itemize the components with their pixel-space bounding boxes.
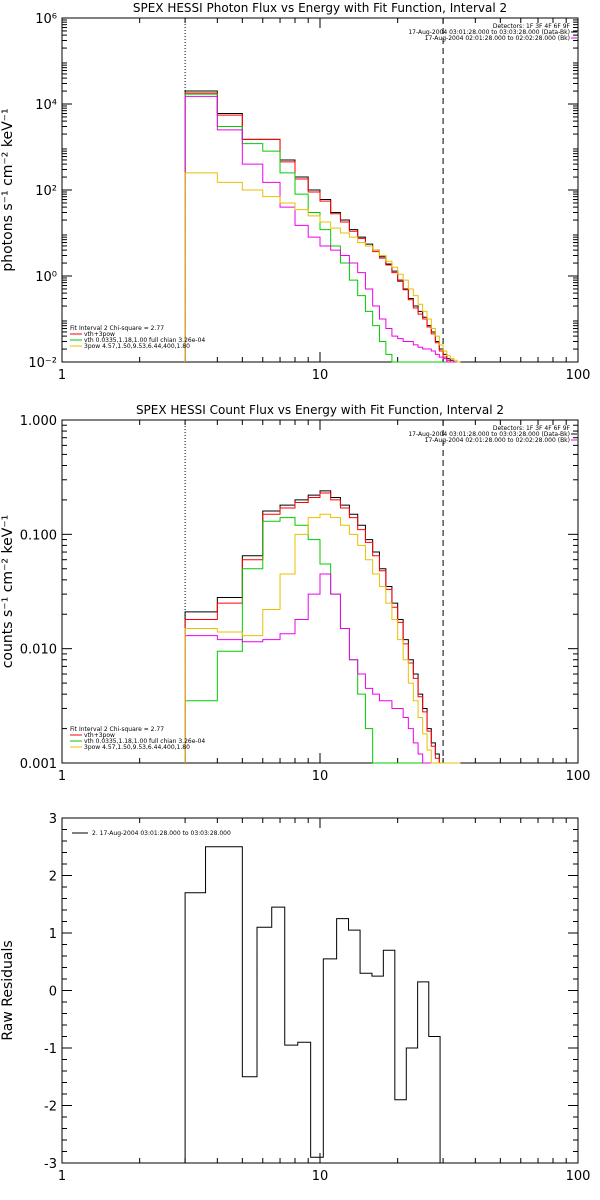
series-1-histogram <box>184 90 461 363</box>
legend-bottom-line: vth+3pow <box>84 331 115 338</box>
legend-bottom-line: vth+3pow <box>84 732 115 739</box>
legend-top-line: Detectors: 1F 3F 4F 6F 9F <box>493 23 571 30</box>
x-tick-label: 1 <box>58 769 66 784</box>
y-tick-label: 10⁶ <box>35 12 57 27</box>
y-tick-label: -1 <box>44 1042 57 1057</box>
y-tick-label: 2 <box>49 870 57 885</box>
y-tick-label: 10⁻² <box>28 356 57 371</box>
legend-bottom-line: vth 0.0335,1.18,1.00 full chian 3.26e-04 <box>84 337 205 344</box>
y-tick-label: -2 <box>44 1100 57 1115</box>
y-tick-label: 0.010 <box>20 643 57 658</box>
y-tick-label: -3 <box>44 1157 57 1172</box>
chart-title: SPEX HESSI Photon Flux vs Energy with Fi… <box>133 1 507 15</box>
y-axis-label: photons s⁻¹ cm⁻² keV⁻¹ <box>0 108 16 271</box>
series-5-histogram <box>184 172 461 363</box>
x-tick-label: 100 <box>566 769 591 784</box>
series-3-histogram <box>184 93 461 363</box>
series-1-histogram <box>184 490 461 764</box>
legend-line: 2. 17-Aug-2004 03:01:28.000 to 03:03:28.… <box>92 830 231 837</box>
y-tick-label: 1 <box>49 927 57 942</box>
y-tick-label: 3 <box>49 812 57 827</box>
chart-title: SPEX HESSI Count Flux vs Energy with Fit… <box>136 403 504 417</box>
y-tick-label: 10⁴ <box>35 98 57 113</box>
series-3-histogram <box>184 517 461 764</box>
series-2-histogram <box>184 492 461 764</box>
legend-top-line: 17-Aug-2004 02:01:28.000 to 02:02:28.000… <box>425 35 570 42</box>
y-tick-label: 1.000 <box>20 414 57 429</box>
x-tick-label: 1 <box>58 368 66 383</box>
legend-bottom-line: 3pow 4.57,1.50,9.53,6.44,400,1.80 <box>84 744 190 751</box>
y-tick-label: 0.001 <box>20 757 57 772</box>
x-tick-label: 10 <box>312 769 329 784</box>
series-4-histogram <box>184 95 461 363</box>
y-tick-label: 10⁰ <box>35 270 57 285</box>
y-axis-label: Raw Residuals <box>0 940 16 1040</box>
x-tick-label: 100 <box>566 368 591 383</box>
series-4-histogram <box>184 573 461 764</box>
y-tick-label: 10² <box>35 184 57 199</box>
y-tick-label: 0 <box>49 985 57 1000</box>
legend-bottom-line: Fit Interval 2 Chi-square = 2.77 <box>70 726 164 733</box>
legend-top-line: 17-Aug-2004 02:01:28.000 to 02:02:28.000… <box>425 437 570 444</box>
series-2-histogram <box>184 92 461 363</box>
chart-panel-3: Raw Residuals 1 10 100 -3 -2 -1 0 1 2 3 2. 17-Aug-2… <box>0 812 590 1184</box>
legend-top-line: Detectors: 1F 3F 4F 6F 9F <box>493 425 571 432</box>
series-1-histogram <box>184 846 451 1164</box>
legend-bottom-line: Fit Interval 2 Chi-square = 2.77 <box>70 325 164 332</box>
x-tick-label: 10 <box>312 368 329 383</box>
legend-bottom-line: vth 0.0335,1.18,1.00 full chian 3.26e-04 <box>84 738 205 745</box>
legend-top-line: 17-Aug-2004 03:01:28.000 to 03:03:28.000… <box>408 431 570 438</box>
chart-panel-2: SPEX HESSI Count Flux vs Energy with Fit… <box>0 403 590 784</box>
x-tick-label: 1 <box>58 1169 66 1184</box>
legend-top-line: 17-Aug-2004 03:01:28.000 to 03:03:28.000… <box>408 29 570 36</box>
chart-panel-1: SPEX HESSI Photon Flux vs Energy with Fi… <box>0 1 590 383</box>
legend-bottom-line: 3pow 4.57,1.50,9.53,6.44,400,1.80 <box>84 343 190 350</box>
y-tick-label: 0.100 <box>20 528 57 543</box>
x-tick-label: 10 <box>312 1169 329 1184</box>
plot-frame <box>61 817 579 1164</box>
y-axis-label: counts s⁻¹ cm⁻² keV⁻¹ <box>0 515 16 669</box>
x-tick-label: 100 <box>566 1169 591 1184</box>
series-5-histogram <box>184 513 461 764</box>
